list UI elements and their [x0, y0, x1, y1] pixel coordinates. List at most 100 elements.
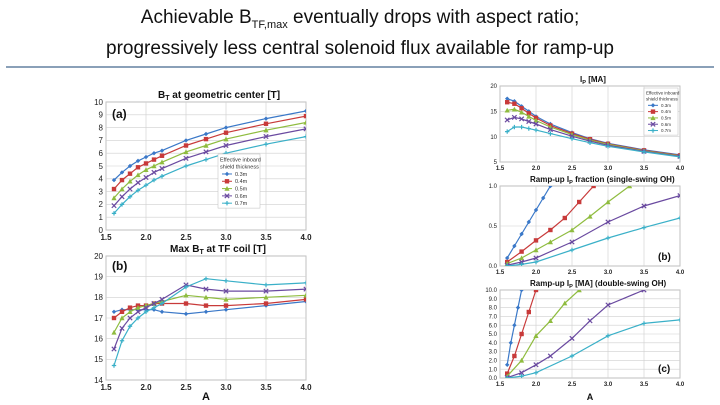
data-point	[569, 353, 575, 359]
data-point	[569, 227, 575, 233]
data-point	[183, 163, 189, 169]
data-point	[135, 188, 141, 193]
data-point	[303, 286, 306, 292]
chart-double-swing: 0.0 1.0 2.0 3.0 4.0 5.0 6.0 7.0 8.0 9.0 10.0 1.5 2.0…	[485, 279, 685, 402]
data-point	[303, 134, 306, 139]
y-tick-label: 9.0	[489, 297, 498, 303]
x-tick-label: 2.5	[568, 166, 577, 172]
data-point	[533, 362, 539, 368]
data-point	[677, 317, 680, 323]
x-tick-label: 1.5	[100, 383, 112, 392]
data-point	[526, 118, 532, 125]
data-point	[627, 186, 633, 189]
data-point	[519, 374, 524, 378]
data-point	[111, 309, 117, 314]
data-point	[605, 219, 611, 225]
data-point	[518, 370, 525, 376]
series-0.4m	[111, 113, 306, 192]
x-tick-label: 3.0	[604, 166, 613, 172]
data-point	[143, 309, 149, 314]
y-tick-label: 15	[94, 355, 103, 364]
data-point	[533, 290, 539, 293]
data-point	[127, 324, 133, 329]
data-point	[119, 338, 125, 343]
data-point	[587, 140, 593, 145]
data-point	[504, 117, 510, 123]
data-point	[159, 153, 165, 158]
y-tick-label: 17	[94, 314, 103, 323]
data-point	[677, 154, 680, 160]
x-tick-label: 3.0	[220, 233, 232, 242]
data-point	[547, 353, 554, 359]
series-0.6m	[111, 282, 306, 352]
y-tick-label: 0.0	[489, 376, 498, 382]
data-point	[641, 225, 647, 230]
data-point	[111, 186, 117, 192]
y-tick-label: 20	[94, 252, 103, 261]
legend-marker	[224, 200, 230, 206]
data-point	[505, 263, 510, 266]
data-point	[111, 315, 117, 321]
data-point	[547, 126, 554, 133]
y-tick-label: 0.0	[489, 264, 498, 270]
data-point	[263, 288, 269, 294]
data-point	[515, 305, 521, 310]
data-point	[263, 294, 269, 300]
y-tick-label: 3	[99, 187, 104, 196]
data-point	[159, 174, 165, 179]
data-point	[569, 136, 575, 141]
legend-entry: 0.5m	[235, 187, 248, 193]
legend: Effective inboard shield thickness0.3m0.4…	[217, 153, 261, 209]
legend-marker	[224, 179, 230, 184]
data-point	[533, 127, 539, 133]
y-tick-label: 10	[490, 135, 497, 141]
series-line	[113, 136, 306, 214]
legend-marker	[224, 193, 230, 199]
chart-title: Ramp-up IP [MA] (double-swing OH)	[530, 279, 666, 290]
data-point	[677, 215, 680, 221]
legend-entry: 0.4m	[235, 179, 248, 185]
legend: Effective inboard shield thickness0.3m0.4…	[643, 87, 680, 136]
data-point	[135, 172, 141, 178]
chart-title: BT at geometric center [T]	[158, 90, 280, 102]
data-point	[641, 321, 647, 326]
data-point	[159, 301, 165, 306]
data-point	[183, 311, 189, 317]
data-point	[526, 113, 532, 119]
data-point	[223, 296, 229, 302]
data-point	[518, 259, 525, 265]
data-point	[605, 235, 611, 241]
data-point	[512, 124, 517, 130]
y-tick-label: 0.5	[489, 224, 498, 230]
data-point	[127, 186, 133, 192]
data-point	[576, 290, 582, 293]
y-tick-label: 0	[99, 226, 104, 235]
data-point	[605, 333, 611, 338]
data-point	[183, 149, 189, 155]
y-tick-label: 8	[99, 123, 104, 132]
data-point	[203, 309, 209, 314]
data-point	[151, 305, 157, 310]
data-point	[533, 121, 539, 127]
y-tick-label: 2	[99, 200, 104, 209]
x-tick-label: 1.5	[100, 233, 112, 242]
x-tick-label: 3.5	[260, 233, 272, 242]
legend-title: Effective inboard	[220, 157, 261, 163]
data-point	[263, 116, 269, 121]
chart-single-swing: 0.0 0.5 1.0 1.5 2.0 2.5 3.0 3.5 4.0 Ramp-up IP fr…	[489, 175, 685, 276]
data-point	[151, 300, 157, 307]
x-tick-label: 3.5	[260, 383, 272, 392]
data-point	[569, 133, 575, 139]
data-point	[587, 318, 593, 324]
y-tick-label: 1.0	[489, 184, 498, 190]
data-point	[263, 127, 269, 133]
data-point	[203, 303, 209, 308]
data-point	[263, 133, 269, 140]
data-point	[641, 290, 647, 293]
x-tick-label: 3.5	[640, 270, 649, 276]
data-point	[135, 165, 141, 170]
series-line	[113, 278, 306, 366]
y-tick-label: 2.0	[489, 359, 498, 365]
title-pre: Achievable B	[140, 7, 252, 28]
data-point	[504, 107, 510, 113]
